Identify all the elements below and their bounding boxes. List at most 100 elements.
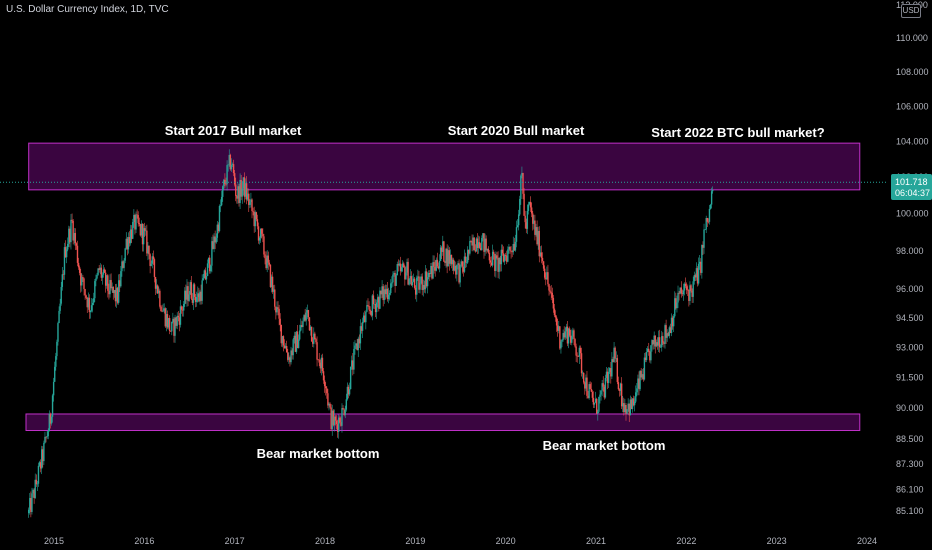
candle-body: [141, 223, 144, 245]
candle-body: [104, 272, 107, 286]
candle-body: [46, 436, 48, 438]
candle-body: [493, 251, 495, 254]
candle: [541, 252, 544, 265]
candle: [422, 279, 424, 297]
annotation-start-2022: Start 2022 BTC bull market?: [651, 125, 824, 140]
candle: [496, 252, 498, 260]
candle-body: [171, 322, 173, 332]
candle-body: [277, 307, 279, 309]
candle-body: [342, 408, 344, 410]
candle-body: [293, 335, 295, 340]
candle-body: [168, 318, 171, 332]
candle: [211, 236, 213, 273]
candle: [332, 409, 335, 427]
price-tag-background: [891, 174, 932, 200]
candle-body: [422, 285, 424, 290]
candle-body: [576, 355, 578, 357]
candle: [638, 371, 640, 396]
candle-body: [183, 304, 185, 311]
candle-body: [494, 253, 496, 271]
candle: [365, 310, 367, 330]
candle-body: [529, 201, 532, 208]
candle-body: [554, 315, 557, 318]
candle: [284, 343, 287, 350]
candle: [172, 312, 174, 324]
candle-body: [548, 284, 550, 291]
candle: [387, 287, 390, 304]
candle-body: [467, 249, 469, 263]
candle-body: [706, 217, 708, 222]
candle-body: [291, 350, 293, 356]
candle-body: [602, 383, 604, 387]
candle-body: [85, 295, 87, 298]
candle-body: [568, 328, 571, 336]
candle: [274, 284, 276, 311]
candle-body: [172, 318, 174, 323]
candle-body: [32, 489, 34, 494]
currency-button[interactable]: USD: [901, 4, 921, 18]
candle: [494, 253, 496, 277]
candle-body: [110, 279, 112, 289]
candle-body: [229, 154, 232, 170]
candle-body: [192, 284, 195, 303]
candle-body: [482, 233, 484, 238]
candle: [140, 220, 143, 238]
candle: [63, 242, 66, 280]
candle: [546, 266, 548, 281]
candle: [198, 287, 200, 303]
candle-body: [41, 449, 43, 469]
candle: [543, 265, 546, 280]
candle-body: [431, 265, 433, 279]
candle-body: [338, 417, 340, 432]
candle: [108, 283, 110, 300]
candle-body: [549, 290, 551, 292]
candle-body: [691, 290, 693, 297]
candle-body: [541, 257, 544, 262]
candle-body: [328, 403, 330, 406]
candle: [353, 341, 355, 374]
candle: [458, 259, 460, 285]
candle: [297, 334, 300, 349]
candle-body: [197, 293, 199, 298]
candle: [126, 236, 129, 256]
candle: [495, 251, 497, 278]
resistance-zone[interactable]: [28, 142, 861, 191]
candle-body: [488, 252, 491, 261]
candle-body: [601, 383, 603, 391]
candle-body: [665, 325, 667, 338]
candle: [568, 326, 571, 338]
candle-body: [567, 328, 570, 344]
candle: [226, 160, 228, 191]
candle: [602, 376, 604, 392]
candle-body: [145, 230, 147, 232]
candle-body: [638, 378, 640, 390]
candle: [315, 337, 317, 345]
candle-body: [382, 286, 384, 301]
time-axis[interactable]: 2015 2016 2017 2018 2019 2020 2021 2022 2023 2024: [44, 536, 877, 546]
candle-body: [354, 345, 356, 349]
candle-body: [174, 317, 176, 336]
candle: [67, 237, 69, 252]
price-axis[interactable]: 85.100 86.100 87.300 88.500 90.000 91.500 93.0…: [896, 0, 929, 516]
candle-body: [381, 286, 383, 295]
candle: [685, 282, 688, 295]
candle: [228, 149, 230, 167]
candle-body: [581, 372, 584, 374]
candle-body: [667, 333, 669, 336]
candle: [152, 250, 155, 265]
candle: [47, 428, 49, 440]
candle-body: [244, 183, 247, 197]
candle-body: [39, 462, 42, 469]
candle: [75, 242, 78, 250]
candle-body: [377, 297, 379, 303]
candle-body: [540, 252, 543, 258]
time-tick-label: 2015: [44, 536, 64, 546]
candle: [632, 395, 635, 407]
candle-body: [368, 305, 370, 310]
candle-body: [708, 208, 711, 222]
candle: [37, 462, 40, 487]
support-zone[interactable]: [25, 413, 861, 431]
candle-body: [664, 325, 666, 344]
candle-body: [215, 237, 217, 243]
